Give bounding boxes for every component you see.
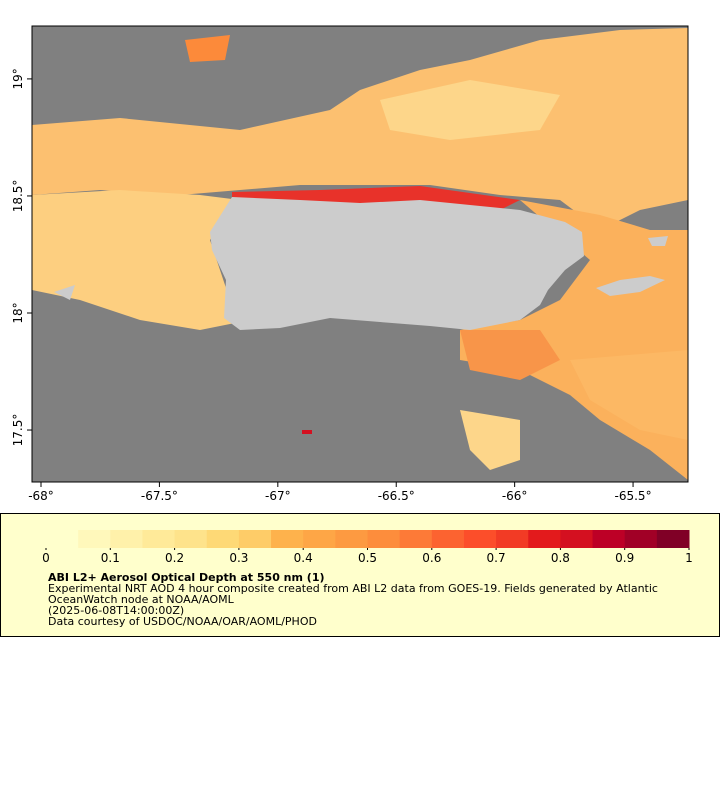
colorbar-step: [238, 530, 272, 548]
colorbar-tick-label: 0.6: [422, 551, 441, 565]
x-tick-label: -66.5°: [378, 489, 415, 503]
colorbar-tick-label: 0.5: [358, 551, 377, 565]
colorbar-step: [367, 530, 401, 548]
colorbar-step: [656, 530, 690, 548]
colorbar-step: [174, 530, 208, 548]
legend-line: Experimental NRT AOD 4 hour composite cr…: [48, 582, 658, 595]
colorbar-step: [496, 530, 529, 548]
colorbar: 0 0.1 0.2 0.3 0.4 0.5 0.6 0.7 0.8 0.9 1: [42, 530, 693, 565]
colorbar-step: [142, 530, 176, 548]
colorbar-step: [592, 530, 626, 548]
colorbar-tick-label: 0.4: [294, 551, 313, 565]
colorbar-tick-label: 0.3: [229, 551, 248, 565]
colorbar-tick-label: 0.1: [101, 551, 120, 565]
aerosol-patch: [185, 35, 230, 62]
aerosol-patch: [570, 350, 688, 440]
colorbar-step: [46, 530, 79, 548]
colorbar-step: [206, 530, 240, 548]
x-tick-label: -67°: [265, 489, 291, 503]
colorbar-step: [431, 530, 465, 548]
map-image: [32, 26, 688, 482]
legend-line: OceanWatch node at NOAA/AOML: [48, 593, 235, 606]
colorbar-step: [271, 530, 304, 548]
colorbar-step: [399, 530, 433, 548]
colorbar-tick-label: 0.7: [487, 551, 506, 565]
x-tick-label: -66°: [502, 489, 528, 503]
colorbar-step: [335, 530, 368, 548]
land: [54, 285, 75, 300]
legend-line: Data courtesy of USDOC/NOAA/OAR/AOML/PHO…: [48, 615, 317, 628]
aerosol-patch: [460, 410, 520, 470]
colorbar-step: [110, 530, 143, 548]
land: [648, 236, 668, 246]
colorbar-tick-label: 1: [685, 551, 693, 565]
aerosol-patch: [32, 190, 250, 330]
legend-title: ABI L2+ Aerosol Optical Depth at 550 nm …: [48, 571, 325, 584]
colorbar-tick-label: 0: [42, 551, 50, 565]
aerosol-patch: [302, 430, 312, 434]
colorbar-step: [463, 530, 497, 548]
y-tick-label: 17.5°: [11, 414, 25, 447]
colorbar-step: [303, 530, 336, 548]
colorbar-step: [528, 530, 561, 548]
map-frame: [31, 25, 689, 483]
colorbar-tick-label: 0.8: [551, 551, 570, 565]
colorbar-step: [624, 530, 658, 548]
x-tick-label: -68°: [28, 489, 54, 503]
x-tick-label: -67.5°: [141, 489, 178, 503]
axes: -68° -67.5° -67° -66.5° -66° -65.5° 17.5° 18° 18…: [11, 68, 652, 503]
colorbar-step: [560, 530, 594, 548]
colorbar-tick-label: 0.9: [615, 551, 634, 565]
y-tick-label: 19°: [11, 68, 25, 89]
land: [210, 197, 584, 330]
x-tick-label: -65.5°: [615, 489, 652, 503]
legend-lines: Experimental NRT AOD 4 hour composite cr…: [48, 582, 658, 628]
colorbar-step: [78, 530, 111, 548]
land: [596, 276, 665, 296]
aerosol-patch: [460, 330, 560, 380]
legend-line: (2025-06-08T14:00:00Z): [48, 604, 184, 617]
y-tick-label: 18.5°: [11, 180, 25, 213]
aerosol-patch: [32, 28, 688, 230]
y-tick-label: 18°: [11, 302, 25, 323]
aerosol-patch: [380, 80, 560, 140]
colorbar-tick-label: 0.2: [165, 551, 184, 565]
